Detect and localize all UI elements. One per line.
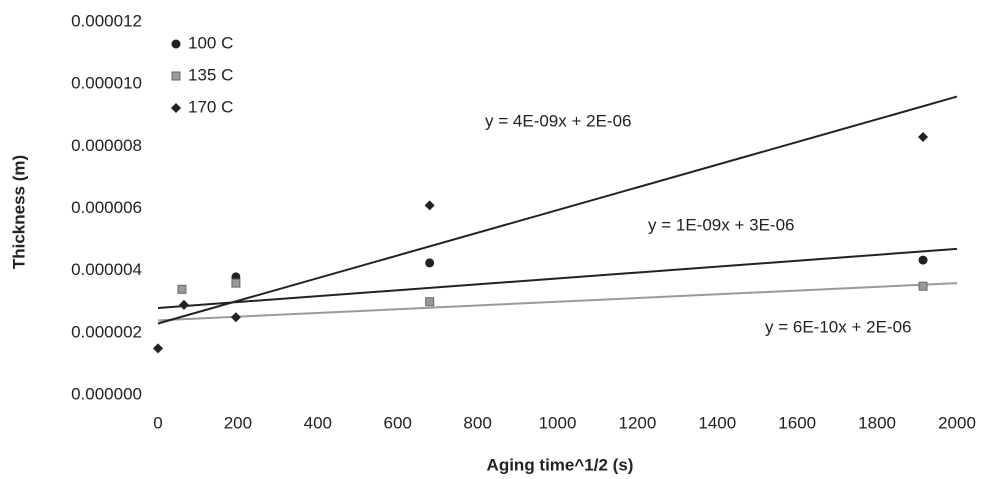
data-point [425, 258, 435, 268]
x-tick-label: 1200 [618, 413, 656, 432]
y-tick-label: 0.000010 [71, 74, 142, 93]
data-point [231, 278, 241, 288]
data-point [918, 132, 929, 143]
legend-label: 170 C [188, 97, 233, 116]
trend-line [157, 247, 958, 309]
data-point [918, 255, 928, 265]
data-point [425, 297, 435, 307]
x-tick-label: 1800 [858, 413, 896, 432]
y-tick-label: 0.000000 [71, 384, 142, 403]
x-tick-label: 0 [153, 413, 162, 432]
data-point [230, 312, 241, 323]
x-tick-label: 600 [384, 413, 412, 432]
y-tick-label: 0.000002 [71, 322, 142, 341]
trend-line [157, 282, 958, 322]
data-point [918, 281, 928, 291]
legend-marker [171, 103, 181, 113]
x-axis-title: Aging time^1/2 (s) [487, 455, 634, 474]
trend-equation: y = 6E-10x + 2E-06 [765, 317, 911, 336]
y-tick-label: 0.000004 [71, 260, 142, 279]
y-axis-title: Thickness (m) [9, 155, 28, 269]
legend-marker [171, 71, 181, 81]
x-tick-label: 1600 [778, 413, 816, 432]
data-point [424, 200, 435, 211]
trend-line [157, 95, 958, 325]
legend-marker [171, 39, 181, 49]
y-tick-label: 0.000012 [71, 11, 142, 30]
x-tick-label: 1400 [698, 413, 736, 432]
x-tick-label: 800 [463, 413, 491, 432]
x-tick-label: 200 [224, 413, 252, 432]
data-point [177, 284, 187, 294]
y-tick-label: 0.000008 [71, 136, 142, 155]
data-point [153, 343, 163, 354]
legend-label: 100 C [188, 33, 233, 52]
data-point [178, 299, 189, 310]
trend-equation: y = 4E-09x + 2E-06 [485, 111, 631, 130]
x-tick-label: 1000 [539, 413, 577, 432]
trend-equation: y = 1E-09x + 3E-06 [648, 215, 794, 234]
x-tick-label: 2000 [938, 413, 976, 432]
x-tick-label: 400 [304, 413, 332, 432]
legend-label: 135 C [188, 65, 233, 84]
y-tick-label: 0.000006 [71, 198, 142, 217]
